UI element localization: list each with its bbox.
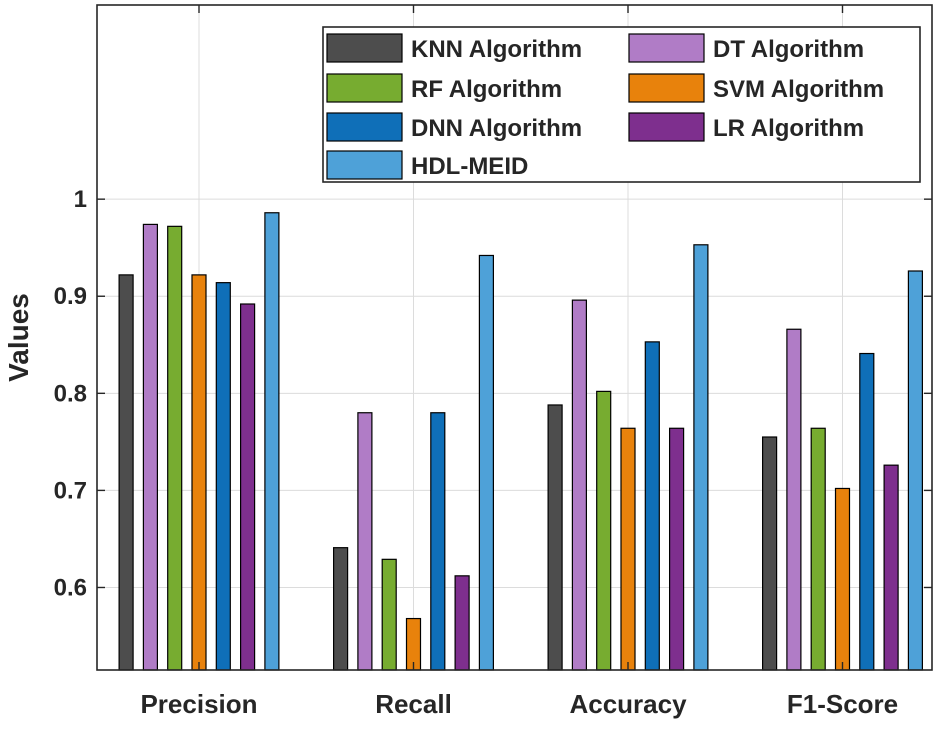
y-tick-label: 0.7 (54, 477, 87, 504)
bar-rf-algorithm-precision (167, 225, 183, 671)
bars (118, 212, 924, 671)
legend-label: KNN Algorithm (411, 36, 582, 63)
bar-lr-algorithm-recall (454, 575, 470, 671)
x-tick-label: Accuracy (569, 689, 687, 719)
legend-label: DNN Algorithm (411, 115, 582, 142)
legend-swatch (326, 112, 403, 142)
bar-svm-algorithm-precision (191, 274, 207, 671)
bar-hdl-meid-accuracy (693, 244, 709, 671)
bar-dnn-algorithm-precision (215, 282, 231, 671)
bar-dnn-algorithm-f1-score (859, 352, 875, 671)
bar-rf-algorithm-f1-score (810, 427, 826, 671)
bar-dt-algorithm-accuracy (571, 299, 588, 671)
bar-rf-algorithm-recall (381, 558, 397, 671)
legend-box (322, 26, 921, 183)
legend-swatch (628, 112, 705, 142)
legend-label: DT Algorithm (713, 36, 864, 63)
legend-swatch (628, 73, 705, 103)
y-tick-labels: 0.6 0.7 0.8 0.9 1 (54, 186, 87, 601)
bar-knn-algorithm-accuracy (547, 404, 563, 671)
bar-hdl-meid-f1-score (907, 270, 924, 671)
plot-border (96, 4, 933, 671)
legend-label: RF Algorithm (411, 76, 562, 103)
bar-svm-algorithm-f1-score (834, 487, 851, 671)
legend-swatch (326, 73, 403, 103)
x-tick-label: Precision (140, 689, 257, 719)
y-tick-label: 0.8 (54, 380, 87, 407)
bar-dt-algorithm-recall (357, 412, 373, 671)
legend-swatch (628, 33, 705, 63)
bar-knn-algorithm-precision (118, 274, 134, 671)
y-tick-label: 0.9 (54, 283, 87, 310)
bar-dnn-algorithm-recall (430, 412, 446, 671)
y-tick-label: 1 (74, 186, 87, 213)
bar-knn-algorithm-recall (333, 547, 349, 671)
bar-dt-algorithm-precision (142, 223, 158, 671)
bar-rf-algorithm-accuracy (596, 390, 612, 671)
bar-lr-algorithm-f1-score (883, 464, 899, 671)
x-tick-labels: Precision Recall Accuracy F1-Score (140, 689, 898, 719)
legend-swatch (326, 33, 403, 63)
bar-knn-algorithm-f1-score (761, 436, 778, 671)
legend-swatch (326, 150, 403, 180)
bar-hdl-meid-precision (264, 212, 280, 671)
bar-lr-algorithm-accuracy (668, 427, 685, 671)
y-tick-label: 0.6 (54, 574, 87, 601)
legend-label: LR Algorithm (713, 115, 864, 142)
legend-label: HDL-MEID (411, 153, 528, 180)
axis-ticks (97, 5, 932, 670)
bar-hdl-meid-recall (478, 254, 494, 671)
bar-dt-algorithm-f1-score (786, 328, 802, 671)
y-axis-title: Values (3, 293, 34, 382)
bar-dnn-algorithm-accuracy (644, 341, 660, 671)
bar-svm-algorithm-accuracy (620, 427, 636, 671)
legend: KNN Algorithm DT Algorithm RF Algorithm SVM… (322, 26, 921, 183)
bar-lr-algorithm-precision (240, 303, 256, 671)
legend-label: SVM Algorithm (713, 76, 884, 103)
x-tick-label: F1-Score (787, 689, 898, 719)
x-tick-label: Recall (375, 689, 452, 719)
